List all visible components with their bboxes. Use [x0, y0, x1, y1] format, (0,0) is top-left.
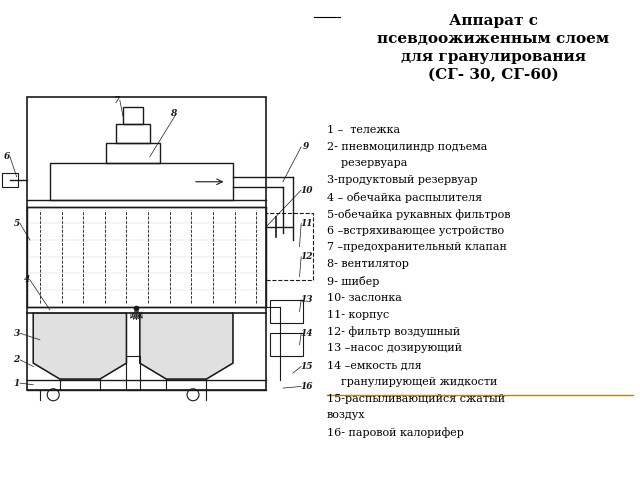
Text: 1: 1 — [13, 379, 20, 388]
Text: 16: 16 — [300, 382, 312, 391]
Text: 3-продуктовый резервуар: 3-продуктовый резервуар — [326, 175, 477, 185]
Text: 6 –встряхивающее устройство: 6 –встряхивающее устройство — [326, 226, 504, 236]
Text: 11: 11 — [300, 219, 312, 228]
Bar — [127, 357, 140, 390]
Text: 2- пневмоцилиндр подъема: 2- пневмоцилиндр подъема — [326, 142, 487, 152]
Bar — [266, 214, 313, 280]
Text: 8: 8 — [170, 109, 176, 118]
Text: 15-распыливающийся сжатый: 15-распыливающийся сжатый — [326, 394, 505, 404]
Text: 14 –емкость для: 14 –емкость для — [326, 360, 421, 370]
Bar — [106, 144, 160, 164]
Text: 14: 14 — [300, 329, 312, 338]
Text: 12: 12 — [300, 252, 312, 261]
Bar — [123, 107, 143, 123]
Text: 9- шибер: 9- шибер — [326, 276, 379, 287]
Text: 7 –предохранительный клапан: 7 –предохранительный клапан — [326, 242, 506, 252]
Bar — [116, 123, 150, 144]
Text: 4 – обечайка распылителя: 4 – обечайка распылителя — [326, 192, 482, 203]
Bar — [27, 97, 266, 390]
Text: 7: 7 — [113, 96, 120, 105]
Bar — [50, 164, 233, 200]
Text: 3: 3 — [13, 329, 20, 338]
Text: 1 –  тележка: 1 – тележка — [326, 125, 400, 135]
Text: 13: 13 — [300, 295, 312, 304]
Text: 10: 10 — [300, 186, 312, 194]
Polygon shape — [33, 313, 127, 379]
Text: 12- фильтр воздушный: 12- фильтр воздушный — [326, 326, 460, 337]
Polygon shape — [140, 313, 233, 379]
Text: гранулирующей жидкости: гранулирующей жидкости — [326, 377, 497, 387]
Text: 9: 9 — [303, 142, 309, 151]
Bar — [269, 300, 303, 323]
Text: 11- корпус: 11- корпус — [326, 310, 389, 320]
Bar — [2, 173, 19, 187]
Text: 15: 15 — [300, 362, 312, 371]
Bar — [27, 207, 266, 307]
Text: 2: 2 — [13, 355, 20, 364]
Text: 8- вентилятор: 8- вентилятор — [326, 259, 408, 269]
Text: 13 –насос дозирующий: 13 –насос дозирующий — [326, 343, 462, 353]
Text: 6: 6 — [4, 152, 10, 161]
Text: Аппарат с
псевдоожиженным слоем
для гранулирования
(СГ- 30, СГ-60): Аппарат с псевдоожиженным слоем для гран… — [377, 14, 609, 82]
Text: 16- паровой калорифер: 16- паровой калорифер — [326, 427, 463, 438]
Bar — [269, 333, 303, 357]
Text: 10- заслонка: 10- заслонка — [326, 293, 401, 303]
Text: 5-обечайка рукавных фильтров: 5-обечайка рукавных фильтров — [326, 209, 510, 220]
Text: воздух: воздух — [326, 410, 365, 420]
Text: 5: 5 — [13, 219, 20, 228]
Text: 4: 4 — [24, 276, 29, 285]
Text: резервуара: резервуара — [326, 158, 407, 168]
